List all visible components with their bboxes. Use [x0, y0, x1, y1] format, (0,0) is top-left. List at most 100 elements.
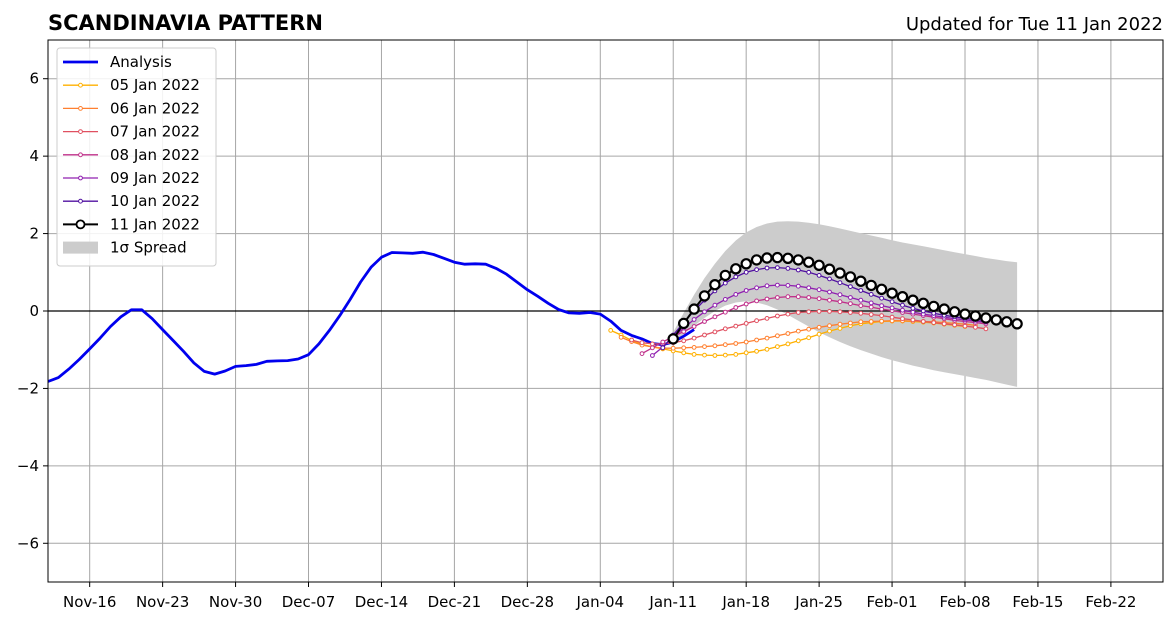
- forecast-point: [952, 322, 957, 328]
- forecast-point: [983, 326, 989, 332]
- forecast-point: [813, 259, 825, 271]
- forecast-point: [691, 335, 697, 341]
- forecast-point: [733, 305, 739, 310]
- forecast-point: [806, 269, 812, 275]
- forecast-point: [712, 314, 718, 320]
- forecast-point: [691, 345, 697, 350]
- forecast-point: [754, 337, 759, 343]
- chart-title: SCANDINAVIA PATTERN: [48, 11, 323, 35]
- forecast-point: [792, 254, 805, 266]
- forecast-point: [1001, 316, 1013, 328]
- forecast-point: [754, 318, 759, 324]
- forecast-point: [879, 313, 884, 319]
- y-tick-label: 2: [29, 225, 39, 243]
- forecast-point: [750, 254, 763, 266]
- forecast-point: [650, 341, 655, 347]
- forecast-point: [803, 256, 815, 268]
- y-tick-label: 6: [29, 70, 39, 88]
- forecast-point: [775, 313, 780, 319]
- forecast-point: [806, 326, 812, 332]
- forecast-point: [806, 309, 812, 315]
- forecast-point: [639, 340, 645, 346]
- forecast-point: [827, 328, 832, 334]
- forecast-point: [733, 352, 739, 357]
- forecast-line: [641, 296, 986, 355]
- forecast-point: [712, 329, 718, 335]
- forecast-point: [827, 289, 832, 295]
- forecast-point: [889, 314, 895, 320]
- forecast-point: [743, 301, 749, 307]
- x-tick-label: Feb-08: [939, 593, 990, 611]
- forecast-point: [743, 339, 749, 345]
- forecast-point: [743, 269, 749, 275]
- forecast-point: [660, 345, 666, 351]
- forecast-point: [886, 287, 898, 299]
- forecast-point: [733, 292, 739, 297]
- forecast-point: [910, 309, 916, 315]
- forecast-point: [865, 279, 877, 292]
- forecast-point: [795, 267, 801, 273]
- forecast-point: [879, 295, 884, 301]
- forecast-point: [650, 353, 655, 358]
- forecast-point: [712, 343, 718, 349]
- forecast-point: [740, 258, 752, 270]
- forecast-point: [771, 251, 784, 264]
- legend-marker: [78, 175, 83, 181]
- spread-band: [673, 221, 1018, 387]
- legend-marker: [78, 106, 83, 111]
- forecast-point: [681, 345, 687, 351]
- forecast-point: [733, 274, 739, 280]
- forecast-point: [670, 345, 676, 351]
- forecast-point: [764, 283, 770, 289]
- forecast-point: [795, 294, 801, 300]
- forecast-point: [827, 276, 832, 282]
- forecast-point: [816, 324, 822, 330]
- legend-label: 06 Jan 2022: [110, 99, 200, 117]
- forecast-point: [938, 303, 950, 315]
- forecast-point: [941, 321, 947, 327]
- x-tick-label: Dec-28: [501, 593, 555, 611]
- analysis-line: [47, 250, 695, 383]
- legend-marker: [75, 219, 86, 230]
- forecast-point: [795, 328, 801, 334]
- forecast-point: [844, 271, 857, 283]
- forecast-point: [858, 303, 864, 309]
- forecast-point: [743, 321, 749, 326]
- forecast-point: [785, 283, 791, 288]
- x-tick-label: Feb-22: [1085, 593, 1136, 611]
- x-tick-label: Dec-21: [428, 593, 482, 611]
- forecast-point: [618, 334, 624, 340]
- forecast-point: [764, 265, 770, 271]
- x-tick-label: Jan-04: [575, 593, 624, 611]
- legend-marker: [78, 82, 83, 88]
- forecast-point: [795, 310, 801, 315]
- forecast-point: [608, 328, 614, 333]
- forecast-point: [764, 316, 770, 321]
- forecast-point: [837, 292, 843, 298]
- y-tick-label: −2: [17, 379, 39, 397]
- forecast-point: [761, 252, 773, 264]
- forecast-point: [775, 344, 780, 350]
- forecast-point: [920, 319, 926, 324]
- forecast-point: [754, 285, 759, 291]
- forecast-point: [858, 288, 864, 293]
- forecast-point: [712, 302, 718, 308]
- forecast-point: [691, 352, 697, 357]
- forecast-point: [722, 352, 728, 358]
- forecast-point: [959, 308, 971, 320]
- spread-layer: [673, 221, 1018, 387]
- forecast-point: [879, 318, 884, 324]
- x-tick-label: Dec-07: [282, 593, 336, 611]
- x-tick-label: Nov-23: [136, 593, 189, 611]
- forecast-point: [722, 326, 728, 332]
- y-axis: −6 −4 −2 0 2 4 6: [17, 70, 48, 552]
- forecast-point: [858, 319, 864, 325]
- forecast-point: [837, 299, 843, 305]
- x-tick-label: Jan-11: [648, 593, 697, 611]
- y-tick-label: 0: [29, 302, 39, 320]
- legend-label: 07 Jan 2022: [110, 123, 200, 141]
- forecast-point: [795, 338, 801, 344]
- forecast-point: [816, 296, 822, 302]
- legend-marker: [78, 198, 83, 204]
